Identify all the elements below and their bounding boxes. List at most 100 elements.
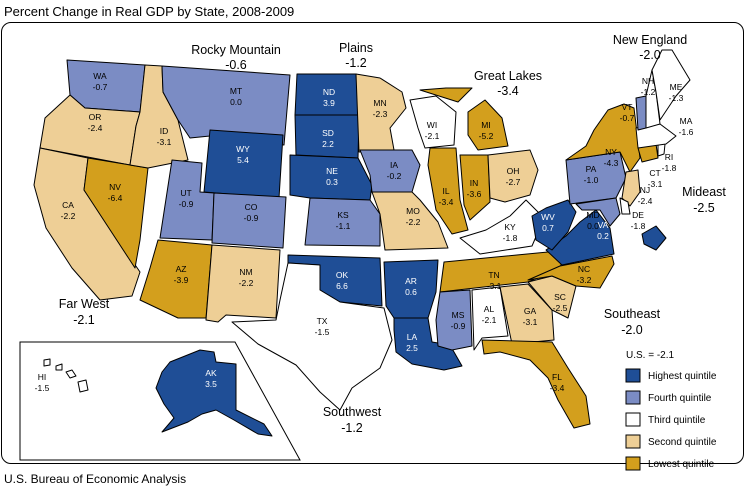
state-value-hi: -1.5 <box>35 383 50 393</box>
state-code-mo: MO <box>406 206 420 216</box>
state-value-al: -2.1 <box>482 315 497 325</box>
state-md <box>575 197 621 227</box>
state-value-mt: 0.0 <box>230 97 242 107</box>
state-code-vt: VT <box>622 102 633 112</box>
state-code-wy: WY <box>236 144 250 154</box>
state-il <box>427 147 469 235</box>
legend-swatch-third <box>625 412 641 427</box>
state-code-ga: GA <box>524 306 537 316</box>
region-value-southeast: -2.0 <box>621 323 643 337</box>
state-value-ak: 3.5 <box>205 379 217 389</box>
region-value-new-england: -2.0 <box>639 48 661 62</box>
state-value-ri: -1.8 <box>662 163 677 173</box>
state-code-ny: NY <box>605 147 617 157</box>
state-value-mn: -2.3 <box>373 109 388 119</box>
state-code-co: CO <box>245 202 258 212</box>
state-code-va: VA <box>598 220 609 230</box>
state-value-mi: -5.2 <box>479 131 494 141</box>
state-code-dc: DC <box>670 228 682 238</box>
state-code-fl: FL <box>552 372 562 382</box>
region-value-plains: -1.2 <box>345 56 367 70</box>
state-code-or: OR <box>89 112 102 122</box>
state-code-mn: MN <box>373 98 386 108</box>
state-code-ct: CT <box>649 168 660 178</box>
legend-swatch-highest <box>625 368 641 383</box>
state-wi <box>409 95 457 149</box>
state-value-me: -1.3 <box>669 93 684 103</box>
state-la <box>393 317 463 371</box>
state-code-md: MD <box>586 210 599 220</box>
hawaii-inset-box <box>19 341 301 461</box>
map-legend: U.S. = -2.1 Highest quintile Fourth quin… <box>625 350 717 471</box>
region-name-southeast: Southeast <box>604 307 661 321</box>
state-value-sd: 2.2 <box>322 139 334 149</box>
state-code-ms: MS <box>452 310 465 320</box>
state-value-ne: 0.3 <box>326 177 338 187</box>
state-in <box>459 154 491 221</box>
state-ms <box>435 289 473 351</box>
region-name-plains: Plains <box>339 41 373 55</box>
state-value-sc: -2.5 <box>553 303 568 313</box>
state-dc <box>641 225 667 251</box>
legend-label-second: Second quintile <box>648 437 717 448</box>
state-ak <box>155 349 273 437</box>
state-nc <box>527 255 615 289</box>
state-value-de: -1.8 <box>631 221 646 231</box>
state-oh <box>487 149 539 203</box>
state-code-wa: WA <box>93 71 107 81</box>
legend-us-total: U.S. = -2.1 <box>626 350 675 361</box>
legend-label-fourth: Fourth quintile <box>648 393 712 404</box>
state-hi <box>43 358 89 393</box>
legend-label-lowest: Lowest quintile <box>648 459 715 470</box>
state-code-wi: WI <box>427 120 437 130</box>
state-code-nd: ND <box>323 87 335 97</box>
region-name-far-west: Far West <box>59 297 110 311</box>
state-code-nm: NM <box>239 267 252 277</box>
state-value-nc: -3.2 <box>577 275 592 285</box>
state-va <box>545 209 615 266</box>
state-value-ky: -1.8 <box>503 233 518 243</box>
legend-swatch-fourth <box>625 390 641 405</box>
state-al <box>471 286 509 351</box>
region-name-great-lakes: Great Lakes <box>474 69 542 83</box>
state-code-tn: TN <box>488 270 499 280</box>
state-code-sd: SD <box>322 128 334 138</box>
region-name-southwest: Southwest <box>323 405 382 419</box>
state-value-ut: -0.9 <box>179 199 194 209</box>
state-code-sc: SC <box>554 292 566 302</box>
state-code-ar: AR <box>405 276 417 286</box>
state-code-mt: MT <box>230 86 242 96</box>
region-name-new-england: New England <box>613 33 687 47</box>
state-ga <box>499 283 555 345</box>
state-value-vt: -0.7 <box>620 113 635 123</box>
state-value-nm: -2.2 <box>239 278 254 288</box>
region-name-rocky-mountain: Rocky Mountain <box>191 43 281 57</box>
state-value-nj: -2.4 <box>638 196 653 206</box>
state-code-al: AL <box>484 304 495 314</box>
state-code-nj: NJ <box>640 185 650 195</box>
state-value-or: -2.4 <box>88 123 103 133</box>
state-value-pa: -1.0 <box>584 175 599 185</box>
state-code-la: LA <box>407 332 418 342</box>
state-code-nc: NC <box>578 264 590 274</box>
state-value-in: -3.6 <box>467 189 482 199</box>
state-code-mi: MI <box>481 120 490 130</box>
region-name-mideast: Mideast <box>682 185 726 199</box>
state-ny <box>565 103 641 173</box>
region-value-rocky-mountain: -0.6 <box>225 58 247 72</box>
state-code-ca: CA <box>62 200 74 210</box>
state-code-nh: NH <box>642 76 654 86</box>
legend-swatch-lowest <box>625 456 641 471</box>
state-labels: WA-0.7OR-2.4CA-2.2NV-6.4ID-3.1MT0.0WY5.4… <box>35 71 694 393</box>
state-value-ma: -1.6 <box>679 127 694 137</box>
state-code-ma: MA <box>680 116 693 126</box>
state-value-la: 2.5 <box>406 343 418 353</box>
region-labels: New England -2.0 Rocky Mountain -0.6 Pla… <box>59 33 727 435</box>
state-value-nd: 3.9 <box>323 98 335 108</box>
legend-label-third: Third quintile <box>648 415 706 426</box>
state-code-ia: IA <box>390 160 398 170</box>
map-frame <box>1 22 744 464</box>
state-value-ia: -0.2 <box>387 171 402 181</box>
state-value-id: -3.1 <box>157 137 172 147</box>
state-value-ok: 6.6 <box>336 281 348 291</box>
